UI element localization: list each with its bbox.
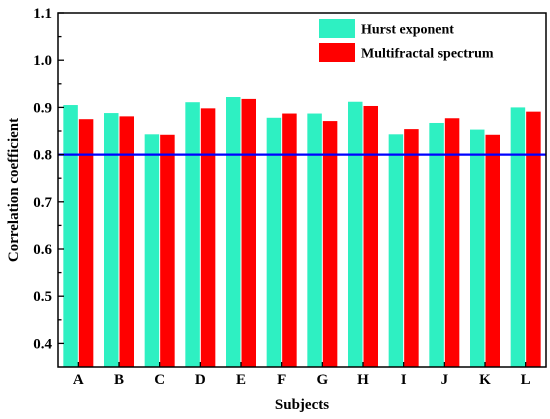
x-tick-label: F: [277, 372, 286, 388]
legend-label-multifractal: Multifractal spectrum: [361, 47, 494, 62]
x-tick-label: E: [236, 372, 246, 388]
legend-swatch-multifractal: [319, 43, 355, 62]
bar-F-multifractal: [282, 113, 297, 367]
x-tick-label: J: [441, 372, 449, 388]
plot-frame: [57, 12, 547, 368]
bar-L-multifractal: [526, 111, 541, 367]
bar-D-hurst: [185, 102, 200, 367]
bar-B-hurst: [104, 113, 119, 368]
bar-J-hurst: [429, 122, 444, 367]
y-tick-label: 0.7: [33, 195, 52, 211]
y-tick-label: 1.1: [33, 6, 52, 22]
bar-H-multifractal: [363, 105, 378, 367]
y-axis: 0.4 0.5 0.6 0.7 0.8 0.9 1.0 1.1: [33, 6, 64, 352]
legend: Hurst exponent Multifractal spectrum: [319, 19, 494, 62]
x-tick-label: D: [195, 372, 206, 388]
x-tick-label: L: [521, 372, 531, 388]
x-axis: A B C D E F G H I J K L: [73, 362, 531, 388]
bar-C-hurst: [144, 134, 160, 367]
x-tick-label: A: [73, 372, 84, 388]
bar-H-hurst: [348, 101, 363, 368]
bar-K-hurst: [470, 129, 485, 367]
bar-C-multifractal: [160, 134, 175, 367]
bar-I-multifractal: [404, 129, 419, 367]
bar-G-multifractal: [322, 121, 338, 367]
x-tick-label: G: [316, 372, 328, 388]
x-tick-label: C: [154, 372, 165, 388]
x-tick-label: H: [357, 372, 369, 388]
bar-J-multifractal: [444, 118, 460, 367]
x-tick-label: K: [479, 372, 491, 388]
bar-E-multifractal: [241, 98, 256, 368]
y-tick-label: 0.6: [33, 242, 52, 258]
bar-F-hurst: [266, 117, 282, 367]
bar-I-hurst: [388, 134, 404, 367]
y-tick-label: 1.0: [33, 53, 52, 69]
bars-group: [63, 97, 541, 368]
bar-A-multifractal: [78, 119, 94, 367]
legend-label-hurst: Hurst exponent: [361, 23, 454, 38]
bar-K-multifractal: [485, 134, 500, 367]
x-axis-title: Subjects: [275, 397, 329, 413]
bar-G-hurst: [307, 113, 322, 367]
x-tick-label: B: [114, 372, 124, 388]
y-tick-label: 0.9: [33, 100, 52, 116]
bar-D-multifractal: [200, 108, 216, 368]
bar-E-hurst: [226, 97, 241, 368]
x-tick-label: I: [401, 372, 407, 388]
y-tick-label: 0.5: [33, 289, 52, 305]
bar-A-hurst: [63, 105, 78, 367]
bar-L-hurst: [510, 107, 526, 368]
legend-swatch-hurst: [319, 19, 355, 38]
y-tick-label: 0.4: [33, 336, 52, 352]
bar-B-multifractal: [119, 116, 134, 367]
y-axis-title: Correlation coefficient: [6, 118, 22, 262]
y-tick-label: 0.8: [33, 148, 52, 164]
